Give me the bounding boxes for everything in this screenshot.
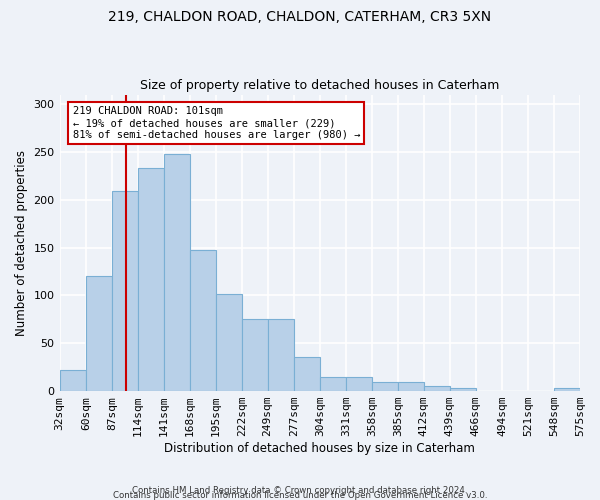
Bar bbox=[554, 388, 580, 391]
Bar bbox=[164, 154, 190, 391]
X-axis label: Distribution of detached houses by size in Caterham: Distribution of detached houses by size … bbox=[164, 442, 475, 455]
Title: Size of property relative to detached houses in Caterham: Size of property relative to detached ho… bbox=[140, 79, 499, 92]
Bar bbox=[138, 168, 164, 391]
Text: 219, CHALDON ROAD, CHALDON, CATERHAM, CR3 5XN: 219, CHALDON ROAD, CHALDON, CATERHAM, CR… bbox=[109, 10, 491, 24]
Y-axis label: Number of detached properties: Number of detached properties bbox=[15, 150, 28, 336]
Bar bbox=[242, 320, 268, 391]
Bar bbox=[320, 376, 346, 391]
Bar bbox=[59, 370, 86, 391]
Text: Contains HM Land Registry data © Crown copyright and database right 2024.: Contains HM Land Registry data © Crown c… bbox=[132, 486, 468, 495]
Bar bbox=[216, 294, 242, 391]
Bar bbox=[424, 386, 449, 391]
Bar bbox=[398, 382, 424, 391]
Bar bbox=[295, 356, 320, 391]
Bar bbox=[112, 191, 138, 391]
Text: Contains public sector information licensed under the Open Government Licence v3: Contains public sector information licen… bbox=[113, 491, 487, 500]
Bar bbox=[449, 388, 476, 391]
Bar bbox=[190, 250, 216, 391]
Bar bbox=[346, 376, 372, 391]
Bar bbox=[86, 276, 112, 391]
Text: 219 CHALDON ROAD: 101sqm
← 19% of detached houses are smaller (229)
81% of semi-: 219 CHALDON ROAD: 101sqm ← 19% of detach… bbox=[73, 106, 360, 140]
Bar bbox=[372, 382, 398, 391]
Bar bbox=[268, 320, 295, 391]
